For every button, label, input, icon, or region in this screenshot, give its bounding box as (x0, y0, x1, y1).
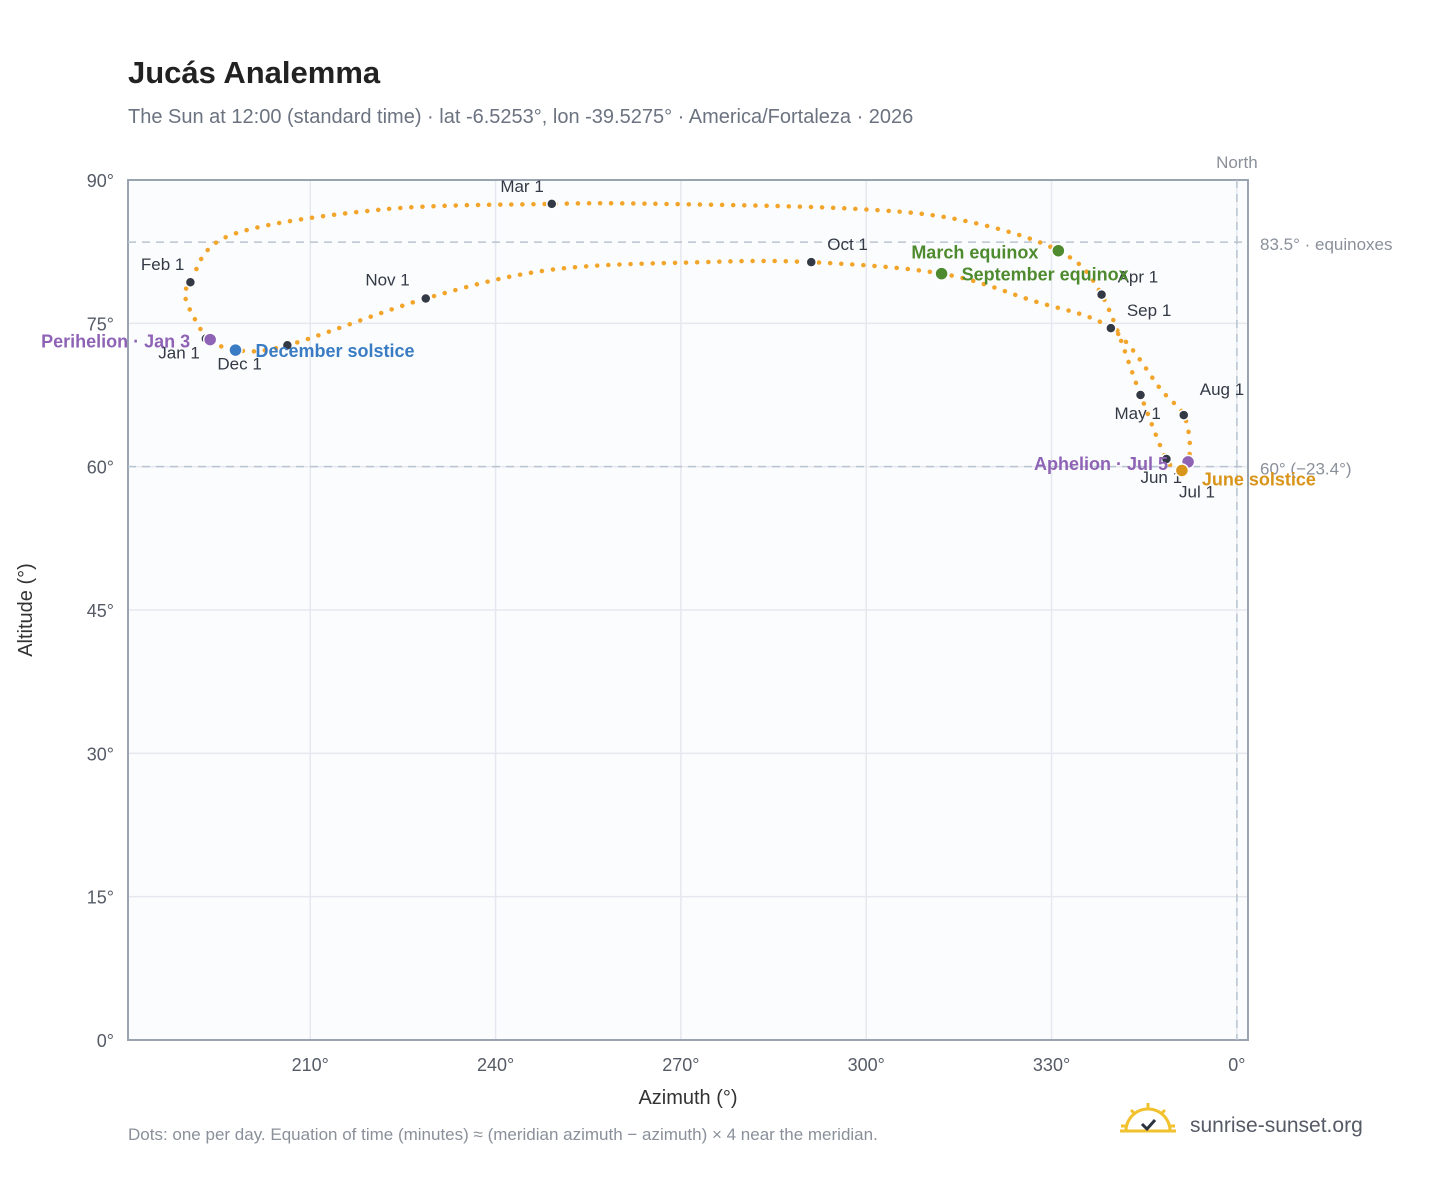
marker (1174, 463, 1190, 478)
y-tick-label: 75° (87, 314, 114, 334)
marker-label: Dec 1 (217, 354, 261, 373)
y-tick-label: 45° (87, 601, 114, 621)
marker (1160, 453, 1173, 465)
marker-label: December solstice (255, 341, 414, 361)
marker-label: Perihelion · Jan 3 (41, 332, 190, 352)
marker-label: Jul 1 (1179, 483, 1215, 502)
marker-label: March equinox (911, 243, 1038, 263)
marker (805, 256, 817, 268)
marker-label: Oct 1 (827, 235, 868, 254)
brand: sunrise-sunset.org (1190, 1114, 1363, 1137)
y-tick-label: 60° (87, 458, 114, 478)
marker (1178, 409, 1190, 421)
x-tick-label: 210° (292, 1055, 329, 1075)
x-axis-label: Azimuth (°) (638, 1087, 737, 1109)
subtitle: The Sun at 12:00 (standard time) · lat -… (128, 106, 913, 128)
x-tick-label: 330° (1033, 1055, 1070, 1075)
chart-title: Jucás Analemma (128, 55, 381, 90)
marker (420, 292, 432, 305)
marker-label: Jan 1 (158, 344, 200, 363)
marker (1095, 288, 1108, 301)
marker-label: Aug 1 (1200, 380, 1244, 399)
x-tick-label: 0° (1228, 1055, 1245, 1075)
marker (546, 198, 558, 210)
marker (184, 276, 197, 288)
marker-label: June solstice (1202, 469, 1316, 489)
marker (934, 266, 949, 281)
marker (1051, 243, 1066, 258)
marker (1105, 322, 1117, 334)
x-tick-label: 270° (662, 1055, 699, 1075)
y-tick-label: 90° (87, 171, 114, 191)
marker-label: Nov 1 (365, 270, 409, 289)
marker (1134, 389, 1147, 401)
marker-label: Jun 1 (1140, 468, 1182, 487)
y-tick-label: 15° (87, 888, 114, 908)
reference-label: 60° (−23.4°) (1260, 460, 1352, 479)
marker (281, 339, 294, 352)
marker-label: Sep 1 (1127, 301, 1171, 320)
marker-label: Apr 1 (1118, 268, 1159, 287)
marker-label: Feb 1 (141, 255, 184, 274)
marker-label: Aphelion · Jul 5 (1034, 454, 1168, 474)
brand-logo (1120, 1103, 1176, 1133)
y-tick-label: 30° (87, 744, 114, 764)
marker-label: September equinox (962, 265, 1129, 285)
x-tick-label: 240° (477, 1055, 514, 1075)
reference-label: 83.5° · equinoxes (1260, 235, 1393, 254)
marker-label: Mar 1 (500, 177, 543, 196)
y-tick-label: 0° (97, 1031, 114, 1051)
x-tick-label: 300° (848, 1055, 885, 1075)
marker (228, 342, 243, 358)
footnote: Dots: one per day. Equation of time (min… (128, 1125, 878, 1144)
y-axis-label: Altitude (°) (15, 563, 37, 657)
plot-frame (127, 179, 1249, 1041)
marker (202, 332, 218, 347)
north-label: North (1216, 153, 1258, 172)
marker-label: May 1 (1115, 404, 1161, 423)
